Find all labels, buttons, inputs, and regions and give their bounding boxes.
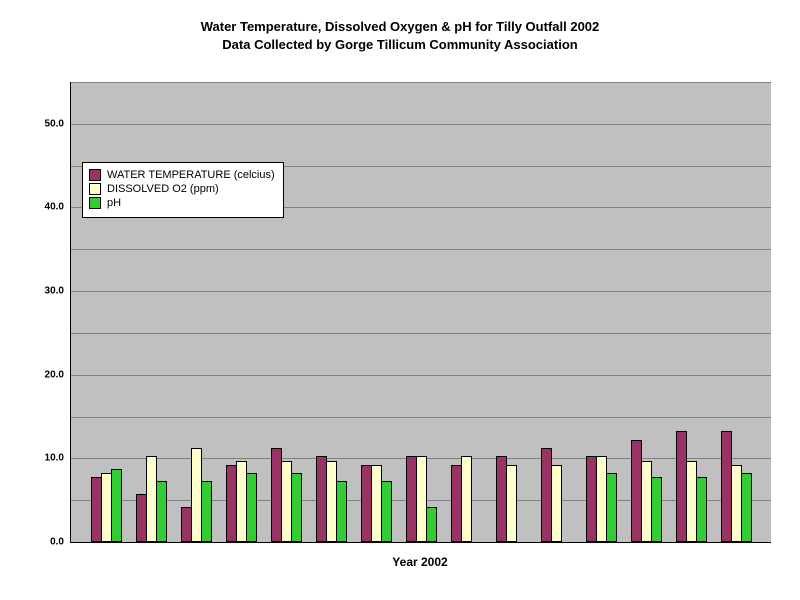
bar — [461, 456, 472, 542]
bar — [506, 465, 517, 542]
x-axis-label: Year 2002 — [70, 555, 770, 569]
legend-item: pH — [89, 197, 275, 209]
legend-label: pH — [107, 197, 121, 209]
bar — [201, 481, 212, 542]
legend-swatch — [89, 197, 101, 209]
bar — [741, 473, 752, 542]
y-tick-label: 40.0 — [45, 202, 64, 213]
y-tick-label: 10.0 — [45, 453, 64, 464]
bar — [696, 477, 707, 542]
legend-label: DISSOLVED O2 (ppm) — [107, 183, 219, 195]
bar — [291, 473, 302, 542]
bar — [426, 507, 437, 542]
y-tick-label: 20.0 — [45, 369, 64, 380]
legend-swatch — [89, 183, 101, 195]
bar — [551, 465, 562, 542]
legend-label: WATER TEMPERATURE (celcius) — [107, 169, 275, 181]
bar — [246, 473, 257, 542]
chart-title: Water Temperature, Dissolved Oxygen & pH… — [0, 0, 800, 53]
title-line-2: Data Collected by Gorge Tillicum Communi… — [0, 36, 800, 54]
bar — [336, 481, 347, 542]
y-tick-label: 30.0 — [45, 286, 64, 297]
bar — [651, 477, 662, 542]
y-tick-label: 0.0 — [50, 537, 64, 548]
bar — [381, 481, 392, 542]
bar — [606, 473, 617, 542]
legend: WATER TEMPERATURE (celcius) DISSOLVED O2… — [82, 162, 284, 218]
bar — [111, 469, 122, 542]
y-tick-label: 50.0 — [45, 118, 64, 129]
legend-item: DISSOLVED O2 (ppm) — [89, 183, 275, 195]
plot-area — [70, 82, 771, 543]
bar — [156, 481, 167, 542]
legend-swatch — [89, 169, 101, 181]
legend-item: WATER TEMPERATURE (celcius) — [89, 169, 275, 181]
title-line-1: Water Temperature, Dissolved Oxygen & pH… — [0, 18, 800, 36]
